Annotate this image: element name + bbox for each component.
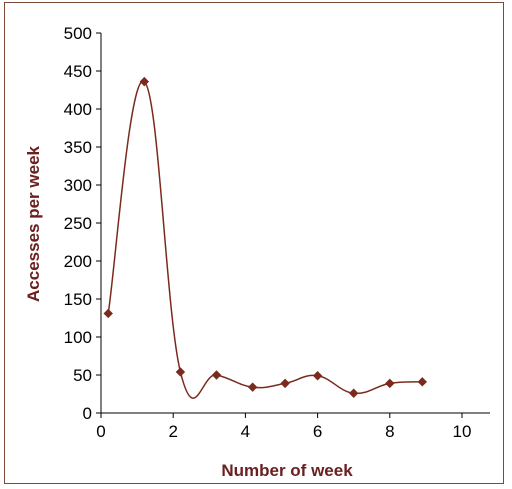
y-tick-label: 250 <box>64 214 92 233</box>
data-point-marker <box>139 76 150 87</box>
x-axis-title: Number of week <box>221 461 353 480</box>
x-tick-label: 8 <box>385 422 394 441</box>
data-point-marker <box>385 378 395 389</box>
data-point-marker <box>348 388 359 398</box>
y-tick-label: 100 <box>64 328 92 347</box>
chart-axes <box>100 33 490 414</box>
y-tick-label: 350 <box>64 138 92 157</box>
x-tick-label: 4 <box>241 422 250 441</box>
data-point-marker <box>211 370 222 380</box>
y-tick-label: 450 <box>64 62 92 81</box>
x-tick-label: 10 <box>453 422 472 441</box>
x-tick-label: 0 <box>96 422 105 441</box>
chart-ticks: 0 50 100 150 200 250 300 350 400 450 500 0 2 4 6 8 10 <box>64 24 472 441</box>
chart-frame <box>4 2 504 484</box>
y-tick-label: 200 <box>64 252 92 271</box>
y-tick-label: 300 <box>64 176 92 195</box>
data-point-marker <box>312 371 323 381</box>
y-tick-label: 150 <box>64 290 92 309</box>
data-point-marker <box>280 378 290 389</box>
y-tick-label: 400 <box>64 100 92 119</box>
y-tick-label: 500 <box>64 24 92 43</box>
y-axis-title: Accesses per week <box>24 145 43 301</box>
y-tick-label: 50 <box>73 366 92 385</box>
data-point-marker <box>103 308 113 319</box>
data-point-marker <box>417 377 427 387</box>
plot-area <box>103 76 427 399</box>
data-point-marker <box>247 382 258 392</box>
x-tick-label: 6 <box>313 422 322 441</box>
series-line <box>107 80 423 399</box>
data-point-marker <box>175 367 186 377</box>
y-tick-label: 0 <box>83 404 92 423</box>
x-tick-label: 2 <box>168 422 177 441</box>
